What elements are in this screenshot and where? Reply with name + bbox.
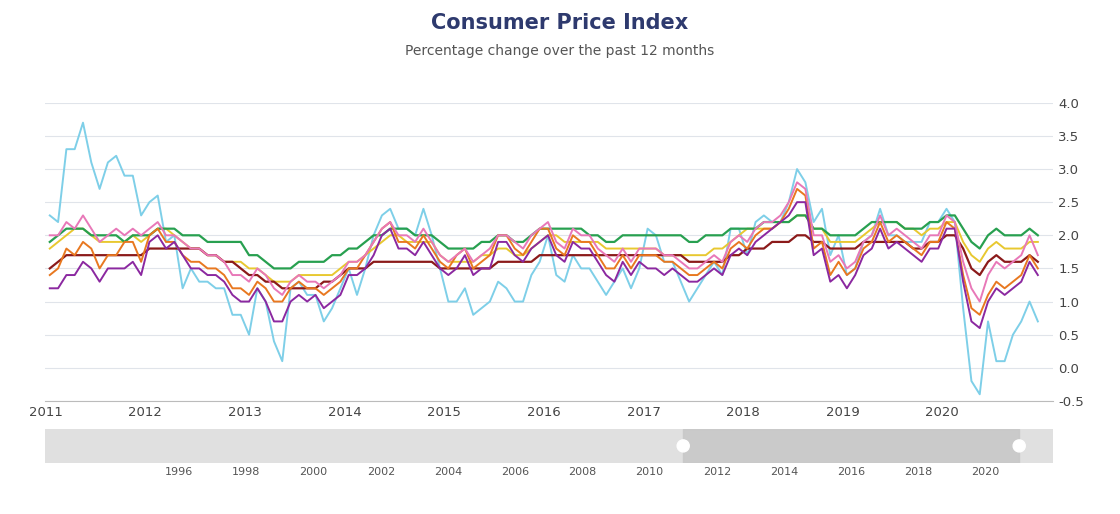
Text: Percentage change over the past 12 months: Percentage change over the past 12 month… [405,44,715,58]
Bar [683,429,1019,463]
Text: Consumer Price Index: Consumer Price Index [431,13,689,33]
Circle shape [1014,440,1025,452]
Circle shape [678,440,689,452]
